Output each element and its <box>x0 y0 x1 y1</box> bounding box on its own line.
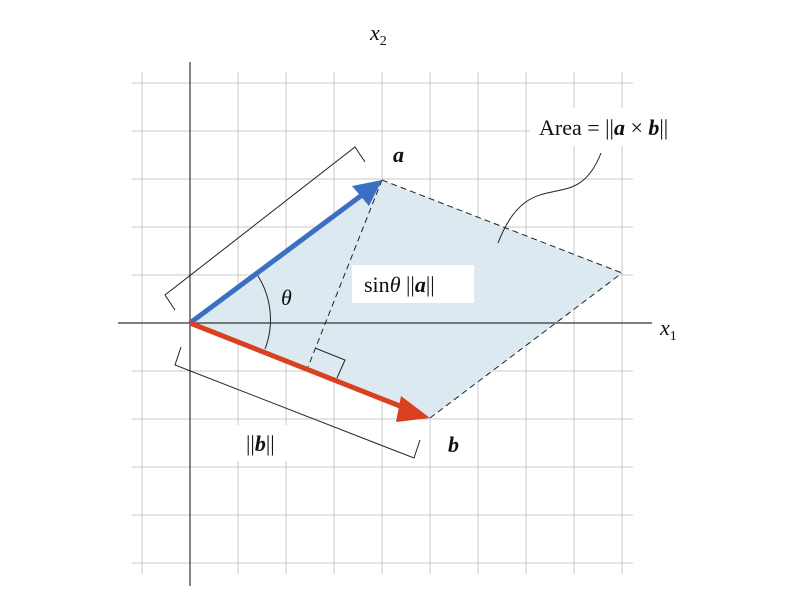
area-label: Area = ||a × b|| <box>539 115 668 140</box>
height-label: sinθ ||a|| <box>364 272 435 297</box>
vector-b <box>189 320 406 411</box>
area-leader-line <box>497 152 602 244</box>
norm-b-label: ||b|| <box>246 431 275 456</box>
norm-b-bracket <box>174 346 421 459</box>
x1-axis-label: x1 <box>659 315 677 344</box>
theta-arc <box>255 272 271 350</box>
vector-a <box>188 192 364 326</box>
vector-a-arrowhead <box>352 180 382 206</box>
vector-b-label: b <box>448 432 459 457</box>
parallelogram-edge-bottom <box>429 272 623 419</box>
area-label-box <box>530 108 718 146</box>
norm-b-label-box <box>236 425 292 461</box>
x2-axis-label: x2 <box>369 20 387 49</box>
norm-a-bracket <box>164 146 366 311</box>
theta-label: θ <box>281 285 292 310</box>
vector-b-arrowhead <box>396 396 430 422</box>
vector-a-label: a <box>393 142 404 167</box>
height-line <box>307 179 383 368</box>
right-angle-marker <box>314 347 346 379</box>
height-label-box <box>352 265 474 303</box>
parallelogram-edge-top <box>381 179 623 274</box>
